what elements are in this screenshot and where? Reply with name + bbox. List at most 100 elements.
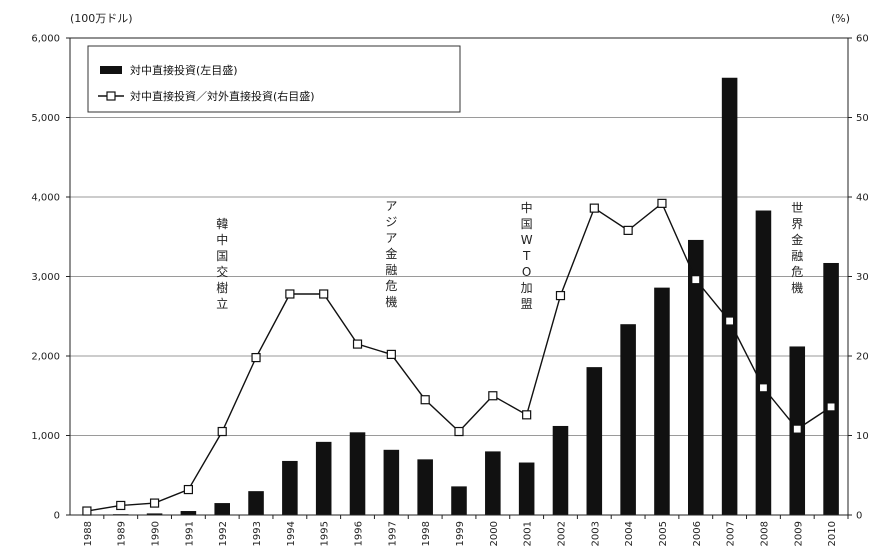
annotation-char: 危: [385, 279, 397, 293]
x-tick-label: 2003: [590, 521, 601, 546]
line-point: [149, 498, 160, 508]
left-tick-label: 0: [54, 511, 60, 522]
x-tick-label: 1996: [354, 521, 365, 546]
right-axis-unit-label: (%): [831, 12, 850, 25]
right-tick-label: 0: [856, 511, 862, 522]
bar-series: [112, 77, 839, 515]
line-point: [454, 426, 464, 437]
line-series-path: [86, 202, 832, 512]
bar: [451, 486, 467, 515]
x-tick-label: 2005: [658, 521, 669, 546]
bar: [620, 324, 636, 515]
annotation-char: T: [522, 249, 531, 263]
line-point: [691, 275, 701, 285]
bar: [688, 239, 704, 515]
left-tick-label: 5,000: [31, 113, 60, 124]
annotation-char: 界: [791, 217, 803, 231]
left-tick-label: 6,000: [31, 34, 60, 45]
x-tick-label: 1993: [252, 521, 263, 546]
x-tick-label: 1994: [286, 521, 297, 546]
line-point: [319, 289, 329, 299]
line-point: [285, 289, 295, 299]
x-tick-label: 2000: [489, 521, 500, 546]
x-tick-label: 2010: [827, 521, 838, 546]
legend-bar-swatch: [100, 66, 122, 74]
line-point: [217, 426, 227, 437]
bar: [146, 513, 163, 515]
x-tick-label: 2006: [692, 521, 703, 546]
left-tick-label: 2,000: [31, 352, 60, 363]
x-tick-label: 2001: [523, 521, 534, 546]
line-point: [522, 410, 532, 420]
x-tick-label: 1999: [455, 521, 466, 546]
annotation-char: 樹: [216, 281, 228, 295]
right-tick-label: 50: [856, 113, 869, 124]
bar: [180, 511, 197, 515]
annotation-char: W: [521, 233, 533, 247]
axes: 0 1,000 2,000 3,000 4,000 5,000 6,000 0 10 20 30 40…: [31, 34, 868, 547]
bar: [214, 503, 230, 515]
bar: [721, 77, 738, 515]
annotation-char: O: [522, 265, 531, 279]
x-tick-label: 2008: [759, 521, 770, 546]
right-tick-label: 20: [856, 352, 869, 363]
line-point: [589, 203, 599, 213]
annotation-char: 中: [521, 200, 533, 215]
bar: [485, 451, 501, 515]
left-tick-label: 3,000: [31, 272, 60, 283]
annotation-char: 機: [791, 280, 803, 295]
x-tick-label: 1990: [151, 521, 162, 546]
x-tick-label: 1998: [421, 521, 432, 546]
bar: [755, 210, 772, 515]
bar: [823, 262, 839, 515]
x-tick-label: 2007: [726, 521, 737, 546]
right-tick-label: 30: [856, 272, 869, 283]
bar: [518, 462, 535, 515]
bar: [417, 459, 433, 515]
bar: [315, 441, 332, 515]
x-tick-label: 1988: [83, 521, 94, 546]
legend: 対中直接投資(左目盛) 対中直接投資／対外直接投資(右目盛): [87, 45, 461, 113]
annotation-char: 交: [216, 264, 228, 279]
line-point: [183, 484, 193, 495]
line-point: [792, 424, 802, 434]
x-tick-label: 1995: [320, 521, 331, 546]
x-tick-label: 2004: [624, 521, 635, 546]
annotation-char: ジ: [385, 215, 397, 229]
bar: [248, 491, 264, 515]
bar: [552, 425, 569, 515]
x-tick-label: 1991: [184, 521, 195, 546]
left-axis-unit-label: (100万ドル): [70, 12, 133, 25]
bar: [586, 367, 603, 515]
grid-lines: [70, 116, 848, 437]
line-point: [251, 352, 261, 363]
annotation-char: 中: [216, 232, 228, 247]
line-point: [116, 500, 126, 511]
line-point: [555, 290, 566, 301]
right-tick-label: 10: [856, 431, 869, 442]
annotation-char: 危: [791, 265, 803, 279]
line-point: [386, 349, 396, 360]
bar: [349, 432, 366, 515]
annotation-char: 世: [791, 201, 803, 215]
x-tick-label: 2009: [793, 521, 804, 546]
x-tick-label: 1997: [387, 521, 398, 546]
annotation-char: 盟: [521, 297, 533, 311]
legend-bar-label: 対中直接投資(左目盛): [130, 63, 238, 77]
line-point: [352, 339, 363, 349]
line-point: [82, 506, 92, 516]
annotation-char: 国: [216, 249, 228, 263]
annotation-char: ア: [385, 231, 397, 245]
line-point: [623, 225, 633, 235]
bar: [654, 287, 670, 515]
line-point: [420, 395, 430, 405]
x-tick-label: 1992: [218, 521, 229, 546]
annotation-char: 金: [385, 246, 397, 261]
annotation-char: 韓: [216, 217, 228, 231]
annotation-char: 立: [216, 296, 228, 311]
